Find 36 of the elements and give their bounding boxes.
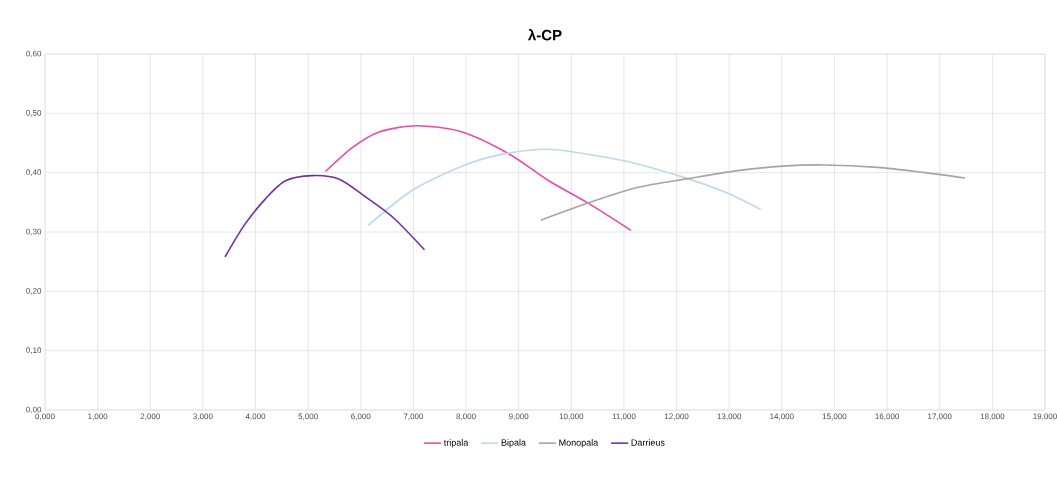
x-tick-label: 12,000 [664, 413, 689, 421]
x-tick-label: 0,000 [35, 413, 55, 421]
line-series [324, 125, 632, 232]
x-tick-label: 4,000 [245, 413, 266, 421]
x-tick-label: 19,000 [1033, 413, 1057, 421]
x-tick-label: 10,000 [559, 413, 584, 421]
y-tick-label: 0,30 [26, 228, 42, 236]
y-tick-label: 0,00 [26, 406, 42, 414]
x-tick-label: 5,000 [298, 413, 318, 421]
legend-label: Monopala [559, 439, 599, 448]
x-tick-label: 7,000 [403, 413, 424, 421]
x-tick-label: 13,000 [717, 413, 742, 421]
x-tick-label: 17,000 [928, 413, 952, 421]
line-series [367, 148, 762, 227]
x-tick-label: 14,000 [770, 413, 794, 421]
x-tick-label: 3,000 [193, 413, 213, 421]
y-tick-label: 0,50 [26, 110, 42, 117]
y-tick-label: 0,60 [26, 50, 42, 58]
x-tick-label: 2,000 [140, 413, 160, 421]
line-series [539, 164, 966, 221]
x-tick-label: 8,000 [456, 413, 476, 421]
x-tick-label: 11,000 [612, 413, 636, 421]
legend-label: Bipala [501, 439, 526, 448]
x-tick-label: 6,000 [351, 413, 371, 421]
x-tick-label: 15,000 [822, 413, 847, 421]
x-tick-label: 18,000 [980, 413, 1005, 421]
line-series [224, 174, 426, 258]
y-tick-label: 0,20 [26, 288, 42, 295]
chart-title: λ-CP [527, 29, 562, 41]
y-tick-label: 0,10 [26, 347, 42, 354]
legend-label: Darrieus [631, 439, 665, 446]
x-tick-label: 16,000 [875, 413, 900, 421]
x-tick-label: 1,000 [88, 413, 108, 421]
y-tick-label: 0,40 [26, 169, 42, 176]
legend-label: tripala [443, 439, 469, 448]
x-tick-label: 9,000 [509, 413, 529, 421]
